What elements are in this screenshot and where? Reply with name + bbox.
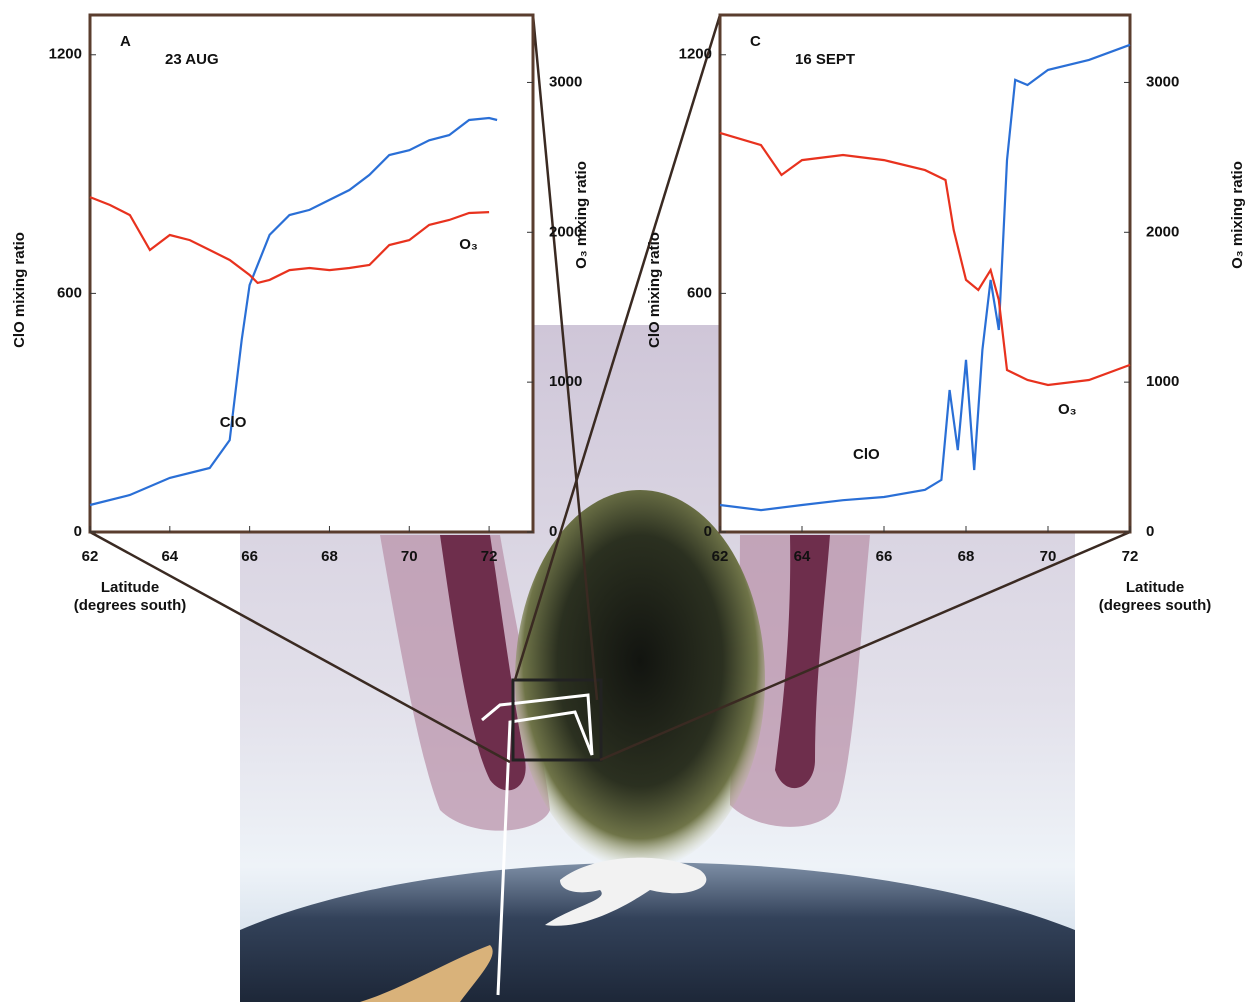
- clouds: [545, 857, 707, 926]
- series-label: O₃: [459, 236, 478, 253]
- series-label: O₃: [1058, 401, 1077, 418]
- x-tick-label: 68: [321, 548, 338, 565]
- y2-tick-label: 3000: [1146, 73, 1179, 90]
- flight-path: [481, 693, 594, 996]
- y2-tick-label: 0: [549, 523, 557, 540]
- vortex-core-left: [440, 535, 526, 791]
- x-tick-label: 70: [401, 548, 418, 565]
- y-tick-label: 1200: [49, 46, 82, 63]
- series-label: ClO: [853, 446, 880, 463]
- panel-label: A: [120, 33, 131, 50]
- y-tick-label: 600: [687, 284, 712, 301]
- y-axis-label: ClO mixing ratio: [11, 232, 28, 348]
- chart: 62 64 66 68 70 72 0 600 1200 0 1000 2000 3000 A 23 AUG…: [11, 13, 590, 614]
- y-tick-label: 1200: [679, 46, 712, 63]
- y-tick-label: 0: [704, 523, 712, 540]
- x-tick-label: 64: [161, 548, 178, 565]
- vortex-core-right: [775, 535, 830, 789]
- data-line: [89, 196, 490, 285]
- x-tick-label: 62: [82, 548, 99, 565]
- data-line: [89, 116, 498, 507]
- x-axis-label: (degrees south): [1099, 597, 1212, 614]
- y2-tick-label: 0: [1146, 523, 1154, 540]
- x-tick-label: 68: [958, 548, 975, 565]
- x-tick-label: 72: [481, 548, 498, 565]
- y2-tick-label: 3000: [549, 73, 582, 90]
- x-axis-label: Latitude: [101, 579, 159, 596]
- series-label: ClO: [220, 414, 247, 431]
- chart-title: 16 SEPT: [795, 51, 855, 68]
- chart-title: 23 AUG: [165, 51, 219, 68]
- y-tick-label: 0: [74, 523, 82, 540]
- data-line: [719, 131, 1131, 387]
- land: [360, 945, 493, 1002]
- data-line: [719, 43, 1131, 512]
- x-tick-label: 70: [1040, 548, 1057, 565]
- panel-label: C: [750, 33, 761, 50]
- connector-line: [89, 530, 511, 764]
- y2-axis-label: O₃ mixing ratio: [573, 161, 590, 269]
- x-tick-label: 66: [876, 548, 893, 565]
- ozone-hole: [515, 490, 765, 870]
- plot-area: [718, 13, 1132, 534]
- x-tick-label: 62: [712, 548, 729, 565]
- connector-line: [599, 530, 1131, 762]
- y2-tick-label: 1000: [549, 373, 582, 390]
- y-tick-label: 600: [57, 284, 82, 301]
- y2-tick-label: 1000: [1146, 373, 1179, 390]
- connector-line: [531, 14, 599, 701]
- y2-axis-label: O₃ mixing ratio: [1229, 161, 1246, 269]
- zoom-box: [511, 678, 603, 762]
- x-axis-label: Latitude: [1126, 579, 1184, 596]
- x-tick-label: 72: [1122, 548, 1139, 565]
- x-axis-label: (degrees south): [74, 597, 187, 614]
- y2-tick-label: 2000: [549, 223, 582, 240]
- y2-tick-label: 2000: [1146, 223, 1179, 240]
- x-tick-label: 66: [241, 548, 258, 565]
- y-axis-label: ClO mixing ratio: [646, 232, 663, 348]
- connector-line: [513, 14, 722, 681]
- chart: 62 64 66 68 70 72 0 600 1200 0 1000 2000 3000 C 16 SEP…: [646, 13, 1246, 614]
- x-tick-label: 64: [794, 548, 811, 565]
- plot-area: [88, 13, 535, 534]
